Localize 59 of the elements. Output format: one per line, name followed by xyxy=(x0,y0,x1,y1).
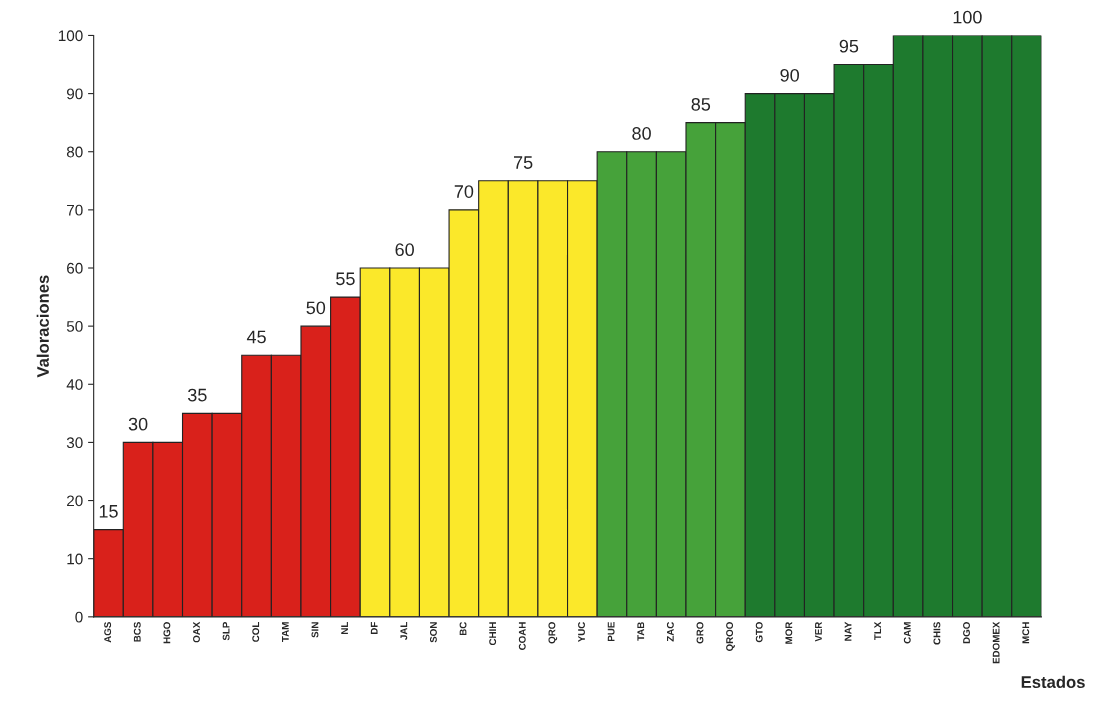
y-tick-label: 30 xyxy=(66,437,83,449)
x-tick-label: NAY xyxy=(844,621,852,641)
x-tick-label: CAM xyxy=(903,622,911,644)
data-label: 35 xyxy=(187,388,207,402)
data-label: 60 xyxy=(395,243,414,257)
x-tick-label: BCS xyxy=(133,622,141,642)
x-tick-label: QRO xyxy=(548,622,558,644)
data-label: 15 xyxy=(99,505,118,518)
data-label: 70 xyxy=(454,185,474,198)
y-tick-label: 40 xyxy=(66,379,83,390)
x-tick-label: GRO xyxy=(696,622,704,644)
x-tick-label: CHIH xyxy=(489,622,497,646)
y-tick-label: 0 xyxy=(75,611,83,623)
x-tick-label: HGO xyxy=(163,622,171,644)
data-label: 85 xyxy=(691,97,711,111)
x-tick-label: TLX xyxy=(874,621,882,640)
x-tick-label: EDOMEX xyxy=(992,621,1000,664)
x-tick-label: TAB xyxy=(637,622,645,641)
x-tick-label: COL xyxy=(252,621,260,642)
x-tick-label: SON xyxy=(429,622,437,643)
data-label: 55 xyxy=(336,272,355,286)
x-tick-label: MOR xyxy=(785,621,793,644)
x-tick-label: DF xyxy=(370,622,378,634)
y-tick-label: 10 xyxy=(67,553,83,565)
y-tick-label: 90 xyxy=(66,88,83,100)
x-tick-label: COAH xyxy=(518,622,526,650)
data-label: 95 xyxy=(839,39,859,53)
x-tick-label: OAX xyxy=(193,621,200,643)
x-tick-label: CHIS xyxy=(933,622,941,645)
x-tick-label: PUE xyxy=(607,622,615,642)
data-label: 100 xyxy=(953,10,982,24)
x-tick-label: SLP xyxy=(222,622,230,641)
x-tick-label: DGO xyxy=(963,622,970,644)
x-axis-title: Estados xyxy=(1021,675,1085,688)
x-tick-label: QROO xyxy=(726,622,735,651)
y-tick-label: 80 xyxy=(66,146,83,158)
y-tick-label: 20 xyxy=(67,495,83,507)
data-label: 80 xyxy=(632,127,651,140)
x-tick-label: YUC xyxy=(578,621,585,643)
data-label: 30 xyxy=(128,417,148,431)
y-tick-label: 60 xyxy=(67,262,83,274)
y-axis-title: Valoraciones xyxy=(36,275,49,378)
data-label: 45 xyxy=(246,330,266,344)
y-tick-label: 100 xyxy=(58,30,83,42)
x-tick-label: ZAC xyxy=(666,621,674,642)
x-tick-label: TAM xyxy=(282,622,289,642)
x-tick-label: MCH xyxy=(1022,622,1030,644)
y-tick-label: 70 xyxy=(67,204,83,216)
x-tick-label: JAL xyxy=(400,621,408,640)
data-label: 75 xyxy=(513,156,533,169)
x-tick-label: GTO xyxy=(755,622,763,643)
x-tick-label: NL xyxy=(341,621,348,634)
x-tick-label: AGS xyxy=(104,622,112,643)
y-tick-label: 50 xyxy=(66,321,83,332)
x-tick-label: BC xyxy=(459,621,467,636)
x-tick-label: SIN xyxy=(311,622,319,638)
data-label: 90 xyxy=(780,68,799,82)
x-tick-label: VER xyxy=(815,621,822,642)
data-label: 50 xyxy=(306,301,326,315)
